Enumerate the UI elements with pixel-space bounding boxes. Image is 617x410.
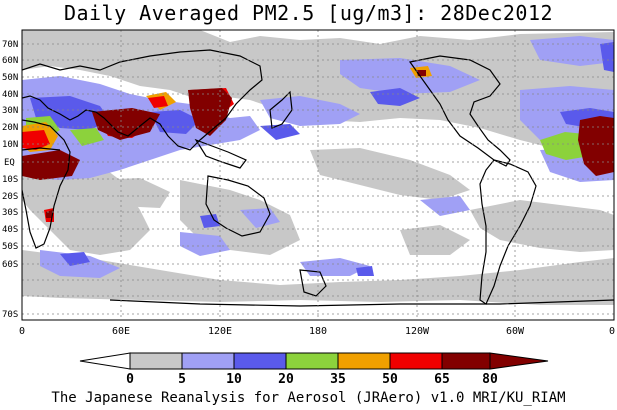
lat-label: 30N — [2, 106, 18, 116]
lat-label: 20S — [2, 192, 18, 202]
lat-label: 10S — [2, 175, 18, 185]
colorbar-swatch-3 — [233, 352, 287, 370]
colorbar-swatch-5 — [337, 352, 391, 370]
lon-label: 120W — [405, 326, 430, 337]
map-border — [21, 29, 615, 321]
lat-label: EQ — [4, 158, 15, 168]
colorbar-swatch-2 — [181, 352, 235, 370]
colorbar-label: 65 — [434, 372, 450, 387]
colorbar-swatch-6 — [389, 352, 443, 370]
lon-label: 60E — [112, 326, 130, 337]
lat-label: 60N — [2, 56, 18, 66]
colorbar-swatch-7 — [441, 352, 491, 370]
lon-label: 0 — [19, 326, 25, 337]
lon-label: 60W — [506, 326, 525, 337]
lon-label: 120E — [208, 326, 232, 337]
colorbar-label: 10 — [226, 372, 242, 387]
chart-title: Daily Averaged PM2.5 [ug/m3]: 28Dec2012 — [63, 1, 554, 25]
lat-label: 40N — [2, 90, 18, 100]
colorbar-swatch-1 — [129, 352, 183, 370]
colorbar-swatch-4 — [285, 352, 339, 370]
darkred-concentration-areas — [22, 70, 614, 218]
lat-label: 10N — [2, 140, 18, 150]
lon-labels: 0 60E 120E 180 120W 60W 0 — [19, 326, 615, 337]
lat-label: 50N — [2, 73, 18, 83]
lat-label: 50S — [2, 242, 18, 252]
colorbar-label: 0 — [126, 372, 134, 387]
lat-label: 30S — [2, 208, 18, 218]
map-frame — [22, 30, 614, 320]
colorbar-swatch-8 — [489, 352, 549, 370]
lat-label: 60S — [2, 260, 18, 270]
lat-label: 20N — [2, 123, 18, 133]
colorbar — [79, 352, 549, 370]
lat-label: 70N — [2, 40, 18, 50]
coastlines — [22, 49, 614, 307]
lon-label: 0 — [609, 326, 615, 337]
footer-credit: The Japanese Reanalysis for Aerosol (JRA… — [51, 390, 566, 406]
colorbar-label: 35 — [330, 372, 346, 387]
colorbar-swatch-0 — [79, 352, 131, 370]
colorbar-label: 80 — [482, 372, 498, 387]
colorbar-label: 50 — [382, 372, 398, 387]
colorbar-label: 5 — [178, 372, 186, 387]
lat-labels: 70N 60N 50N 40N 30N 20N 10N EQ 10S 20S 3… — [2, 40, 18, 320]
lon-label: 180 — [309, 326, 327, 337]
colorbar-labels: 0 5 10 20 35 50 65 80 — [126, 372, 498, 387]
map-gridlines — [22, 30, 614, 320]
colorbar-label: 20 — [278, 372, 294, 387]
lat-label: 40S — [2, 225, 18, 235]
lat-label: 70S — [2, 310, 18, 320]
